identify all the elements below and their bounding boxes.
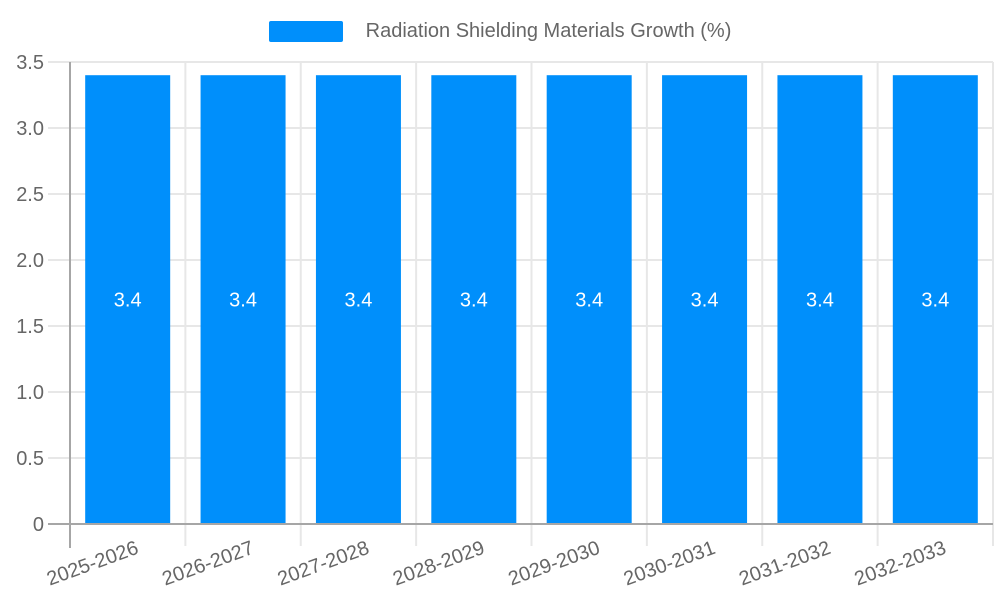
y-tick-label: 3.5 bbox=[16, 52, 44, 74]
bar-value-label: 3.4 bbox=[691, 290, 719, 312]
bar-value-label: 3.4 bbox=[460, 290, 488, 312]
legend-marker[interactable] bbox=[268, 21, 343, 42]
bar-value-label: 3.4 bbox=[806, 290, 834, 312]
bar-value-label: 3.4 bbox=[921, 290, 949, 312]
legend: Radiation Shielding Materials Growth (%) bbox=[0, 20, 1000, 43]
y-tick-label: 1.0 bbox=[16, 382, 44, 404]
bar-value-label: 3.4 bbox=[575, 290, 603, 312]
y-tick-label: 0.5 bbox=[16, 448, 44, 470]
bar[interactable] bbox=[315, 75, 401, 524]
x-tick-label: 2031-2032 bbox=[736, 537, 833, 590]
bar[interactable] bbox=[85, 75, 171, 524]
bar-value-label: 3.4 bbox=[345, 290, 373, 312]
bar-value-label: 3.4 bbox=[229, 290, 257, 312]
y-tick-label: 2.5 bbox=[16, 184, 44, 206]
x-tick-label: 2026-2027 bbox=[159, 537, 256, 590]
y-tick-label: 1.5 bbox=[16, 316, 44, 338]
y-tick-label: 0 bbox=[33, 514, 44, 536]
x-tick-label: 2032-2033 bbox=[852, 537, 949, 590]
bar[interactable] bbox=[662, 75, 748, 524]
x-tick-label: 2029-2030 bbox=[505, 537, 602, 590]
y-tick-label: 3.0 bbox=[16, 118, 44, 140]
x-tick-label: 2025-2026 bbox=[44, 537, 141, 590]
bar[interactable] bbox=[892, 75, 978, 524]
bar-value-label: 3.4 bbox=[114, 290, 142, 312]
y-tick-label: 2.0 bbox=[16, 250, 44, 272]
bar[interactable] bbox=[200, 75, 286, 524]
x-tick-label: 2030-2031 bbox=[621, 537, 718, 590]
x-tick-label: 2027-2028 bbox=[275, 537, 372, 590]
bar[interactable] bbox=[777, 75, 863, 524]
bar[interactable] bbox=[431, 75, 517, 524]
bar[interactable] bbox=[546, 75, 632, 524]
legend-label[interactable]: Radiation Shielding Materials Growth (%) bbox=[365, 20, 732, 42]
x-tick-label: 2028-2029 bbox=[390, 537, 487, 590]
